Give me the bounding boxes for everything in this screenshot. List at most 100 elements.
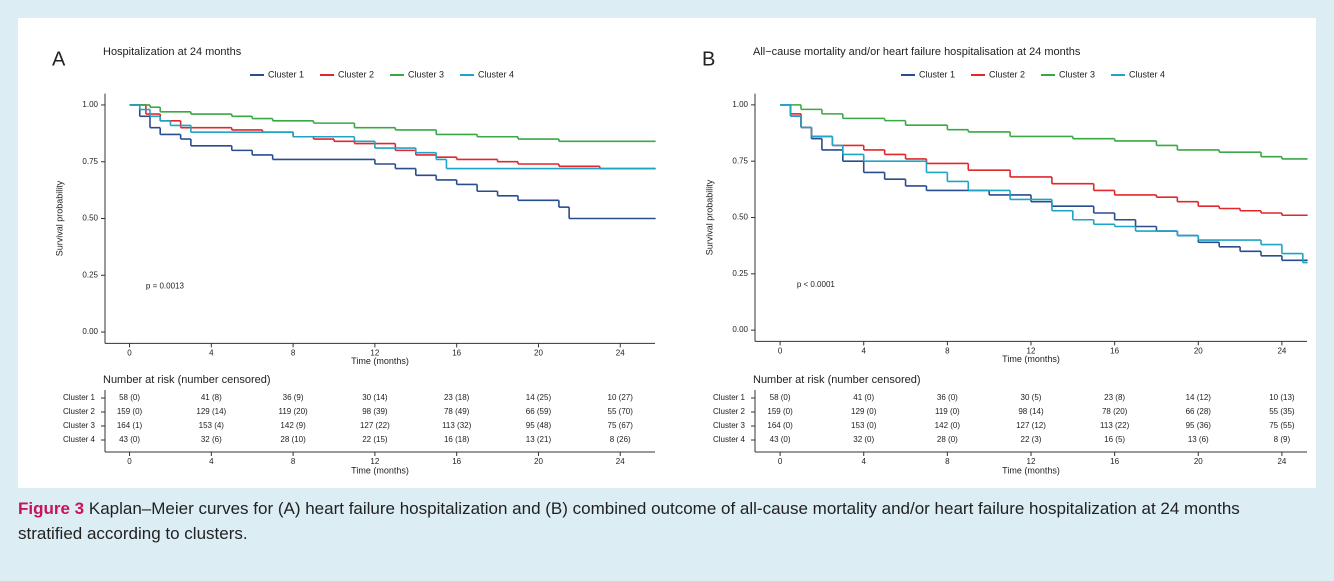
risk-x-tick-label: 8 xyxy=(291,457,296,466)
risk-cell: 28 (10) xyxy=(280,435,306,444)
caption-text: Kaplan–Meier curves for (A) heart failur… xyxy=(18,499,1240,543)
x-axis-label: Time (months) xyxy=(1002,354,1060,364)
y-tick-label: 0.50 xyxy=(732,213,748,222)
risk-cell: 58 (0) xyxy=(119,393,140,402)
risk-cell: 98 (39) xyxy=(362,407,388,416)
legend-label: Cluster 3 xyxy=(1059,69,1095,79)
x-tick-label: 4 xyxy=(862,347,867,356)
risk-cell: 142 (0) xyxy=(935,421,961,430)
x-tick-label: 24 xyxy=(1277,347,1286,356)
risk-cell: 14 (12) xyxy=(1186,393,1212,402)
risk-cell: 75 (67) xyxy=(608,421,634,430)
risk-cell: 13 (21) xyxy=(526,435,552,444)
risk-cell: 32 (6) xyxy=(201,435,222,444)
legend-label: Cluster 3 xyxy=(408,69,444,79)
risk-x-tick-label: 24 xyxy=(616,457,625,466)
risk-x-axis-label: Time (months) xyxy=(351,465,409,475)
risk-cell: 23 (8) xyxy=(1104,393,1125,402)
risk-row-label: Cluster 3 xyxy=(713,421,746,430)
risk-x-tick-label: 12 xyxy=(1027,457,1036,466)
risk-cell: 36 (0) xyxy=(937,393,958,402)
risk-cell: 129 (14) xyxy=(196,407,226,416)
risk-table-title: Number at risk (number censored) xyxy=(103,374,271,386)
figure-panel xyxy=(18,18,1316,488)
risk-cell: 41 (8) xyxy=(201,393,222,402)
risk-x-tick-label: 8 xyxy=(945,457,950,466)
risk-cell: 10 (27) xyxy=(608,393,634,402)
risk-cell: 66 (28) xyxy=(1186,407,1212,416)
legend-label: Cluster 2 xyxy=(989,69,1025,79)
risk-x-tick-label: 20 xyxy=(534,457,543,466)
risk-cell: 10 (13) xyxy=(1269,393,1295,402)
y-tick-label: 0.00 xyxy=(82,327,98,336)
risk-cell: 43 (0) xyxy=(119,435,140,444)
risk-cell: 78 (20) xyxy=(1102,407,1128,416)
y-tick-label: 0.75 xyxy=(732,156,748,165)
risk-cell: 78 (49) xyxy=(444,407,470,416)
risk-cell: 119 (0) xyxy=(935,407,960,416)
risk-cell: 36 (9) xyxy=(283,393,304,402)
y-tick-label: 0.25 xyxy=(82,270,98,279)
risk-cell: 98 (14) xyxy=(1018,407,1044,416)
risk-cell: 159 (0) xyxy=(767,407,793,416)
risk-x-tick-label: 4 xyxy=(209,457,214,466)
y-tick-label: 0.25 xyxy=(732,269,748,278)
risk-cell: 55 (35) xyxy=(1269,407,1295,416)
risk-cell: 164 (1) xyxy=(117,421,143,430)
caption-label: Figure 3 xyxy=(18,499,85,518)
risk-cell: 164 (0) xyxy=(767,421,793,430)
risk-cell: 95 (48) xyxy=(526,421,552,430)
curve-end xyxy=(1306,259,1308,262)
x-tick-label: 16 xyxy=(1110,347,1119,356)
x-tick-label: 24 xyxy=(616,349,625,358)
legend-label: Cluster 2 xyxy=(338,69,374,79)
y-tick-label: 0.00 xyxy=(732,325,748,334)
chart-title: All−cause mortality and/or heart failure… xyxy=(753,46,1081,58)
risk-x-tick-label: 4 xyxy=(862,457,867,466)
y-tick-label: 0.50 xyxy=(82,214,98,223)
risk-cell: 22 (3) xyxy=(1021,435,1042,444)
curve-end xyxy=(654,167,656,170)
x-tick-label: 20 xyxy=(534,349,543,358)
risk-row-label: Cluster 4 xyxy=(63,435,96,444)
risk-cell: 113 (32) xyxy=(442,421,472,430)
risk-x-tick-label: 12 xyxy=(370,457,379,466)
risk-x-axis-label: Time (months) xyxy=(1002,465,1060,475)
risk-x-tick-label: 24 xyxy=(1277,457,1286,466)
curve-end xyxy=(1306,261,1308,264)
risk-cell: 55 (70) xyxy=(608,407,634,416)
x-tick-label: 12 xyxy=(370,349,379,358)
curve-end xyxy=(654,140,656,143)
risk-row-label: Cluster 3 xyxy=(63,421,96,430)
legend-label: Cluster 1 xyxy=(268,69,304,79)
risk-cell: 23 (18) xyxy=(444,393,470,402)
chart-title: Hospitalization at 24 months xyxy=(103,46,242,58)
risk-cell: 41 (0) xyxy=(853,393,874,402)
risk-cell: 129 (0) xyxy=(851,407,877,416)
legend-label: Cluster 4 xyxy=(478,69,514,79)
risk-cell: 75 (55) xyxy=(1269,421,1295,430)
risk-cell: 30 (5) xyxy=(1021,393,1042,402)
risk-row-label: Cluster 1 xyxy=(63,393,96,402)
annotation: p < 0.0001 xyxy=(797,280,836,289)
risk-row-label: Cluster 2 xyxy=(63,407,96,416)
y-axis-label: Survival probability xyxy=(54,180,64,256)
risk-cell: 113 (22) xyxy=(1100,421,1130,430)
legend-label: Cluster 1 xyxy=(919,69,955,79)
annotation: p = 0.0013 xyxy=(146,282,185,291)
x-tick-label: 20 xyxy=(1194,347,1203,356)
y-tick-label: 0.75 xyxy=(82,157,98,166)
risk-cell: 66 (59) xyxy=(526,407,552,416)
risk-cell: 16 (18) xyxy=(444,435,470,444)
risk-cell: 30 (14) xyxy=(362,393,388,402)
risk-row-label: Cluster 1 xyxy=(713,393,746,402)
risk-row-label: Cluster 4 xyxy=(713,435,746,444)
risk-row-label: Cluster 2 xyxy=(713,407,746,416)
y-tick-label: 1.00 xyxy=(732,100,748,109)
legend-label: Cluster 4 xyxy=(1129,69,1165,79)
risk-cell: 28 (0) xyxy=(937,435,958,444)
risk-cell: 14 (25) xyxy=(526,393,552,402)
risk-cell: 119 (20) xyxy=(279,407,309,416)
caption: Figure 3 Kaplan–Meier curves for (A) hea… xyxy=(18,496,1308,546)
